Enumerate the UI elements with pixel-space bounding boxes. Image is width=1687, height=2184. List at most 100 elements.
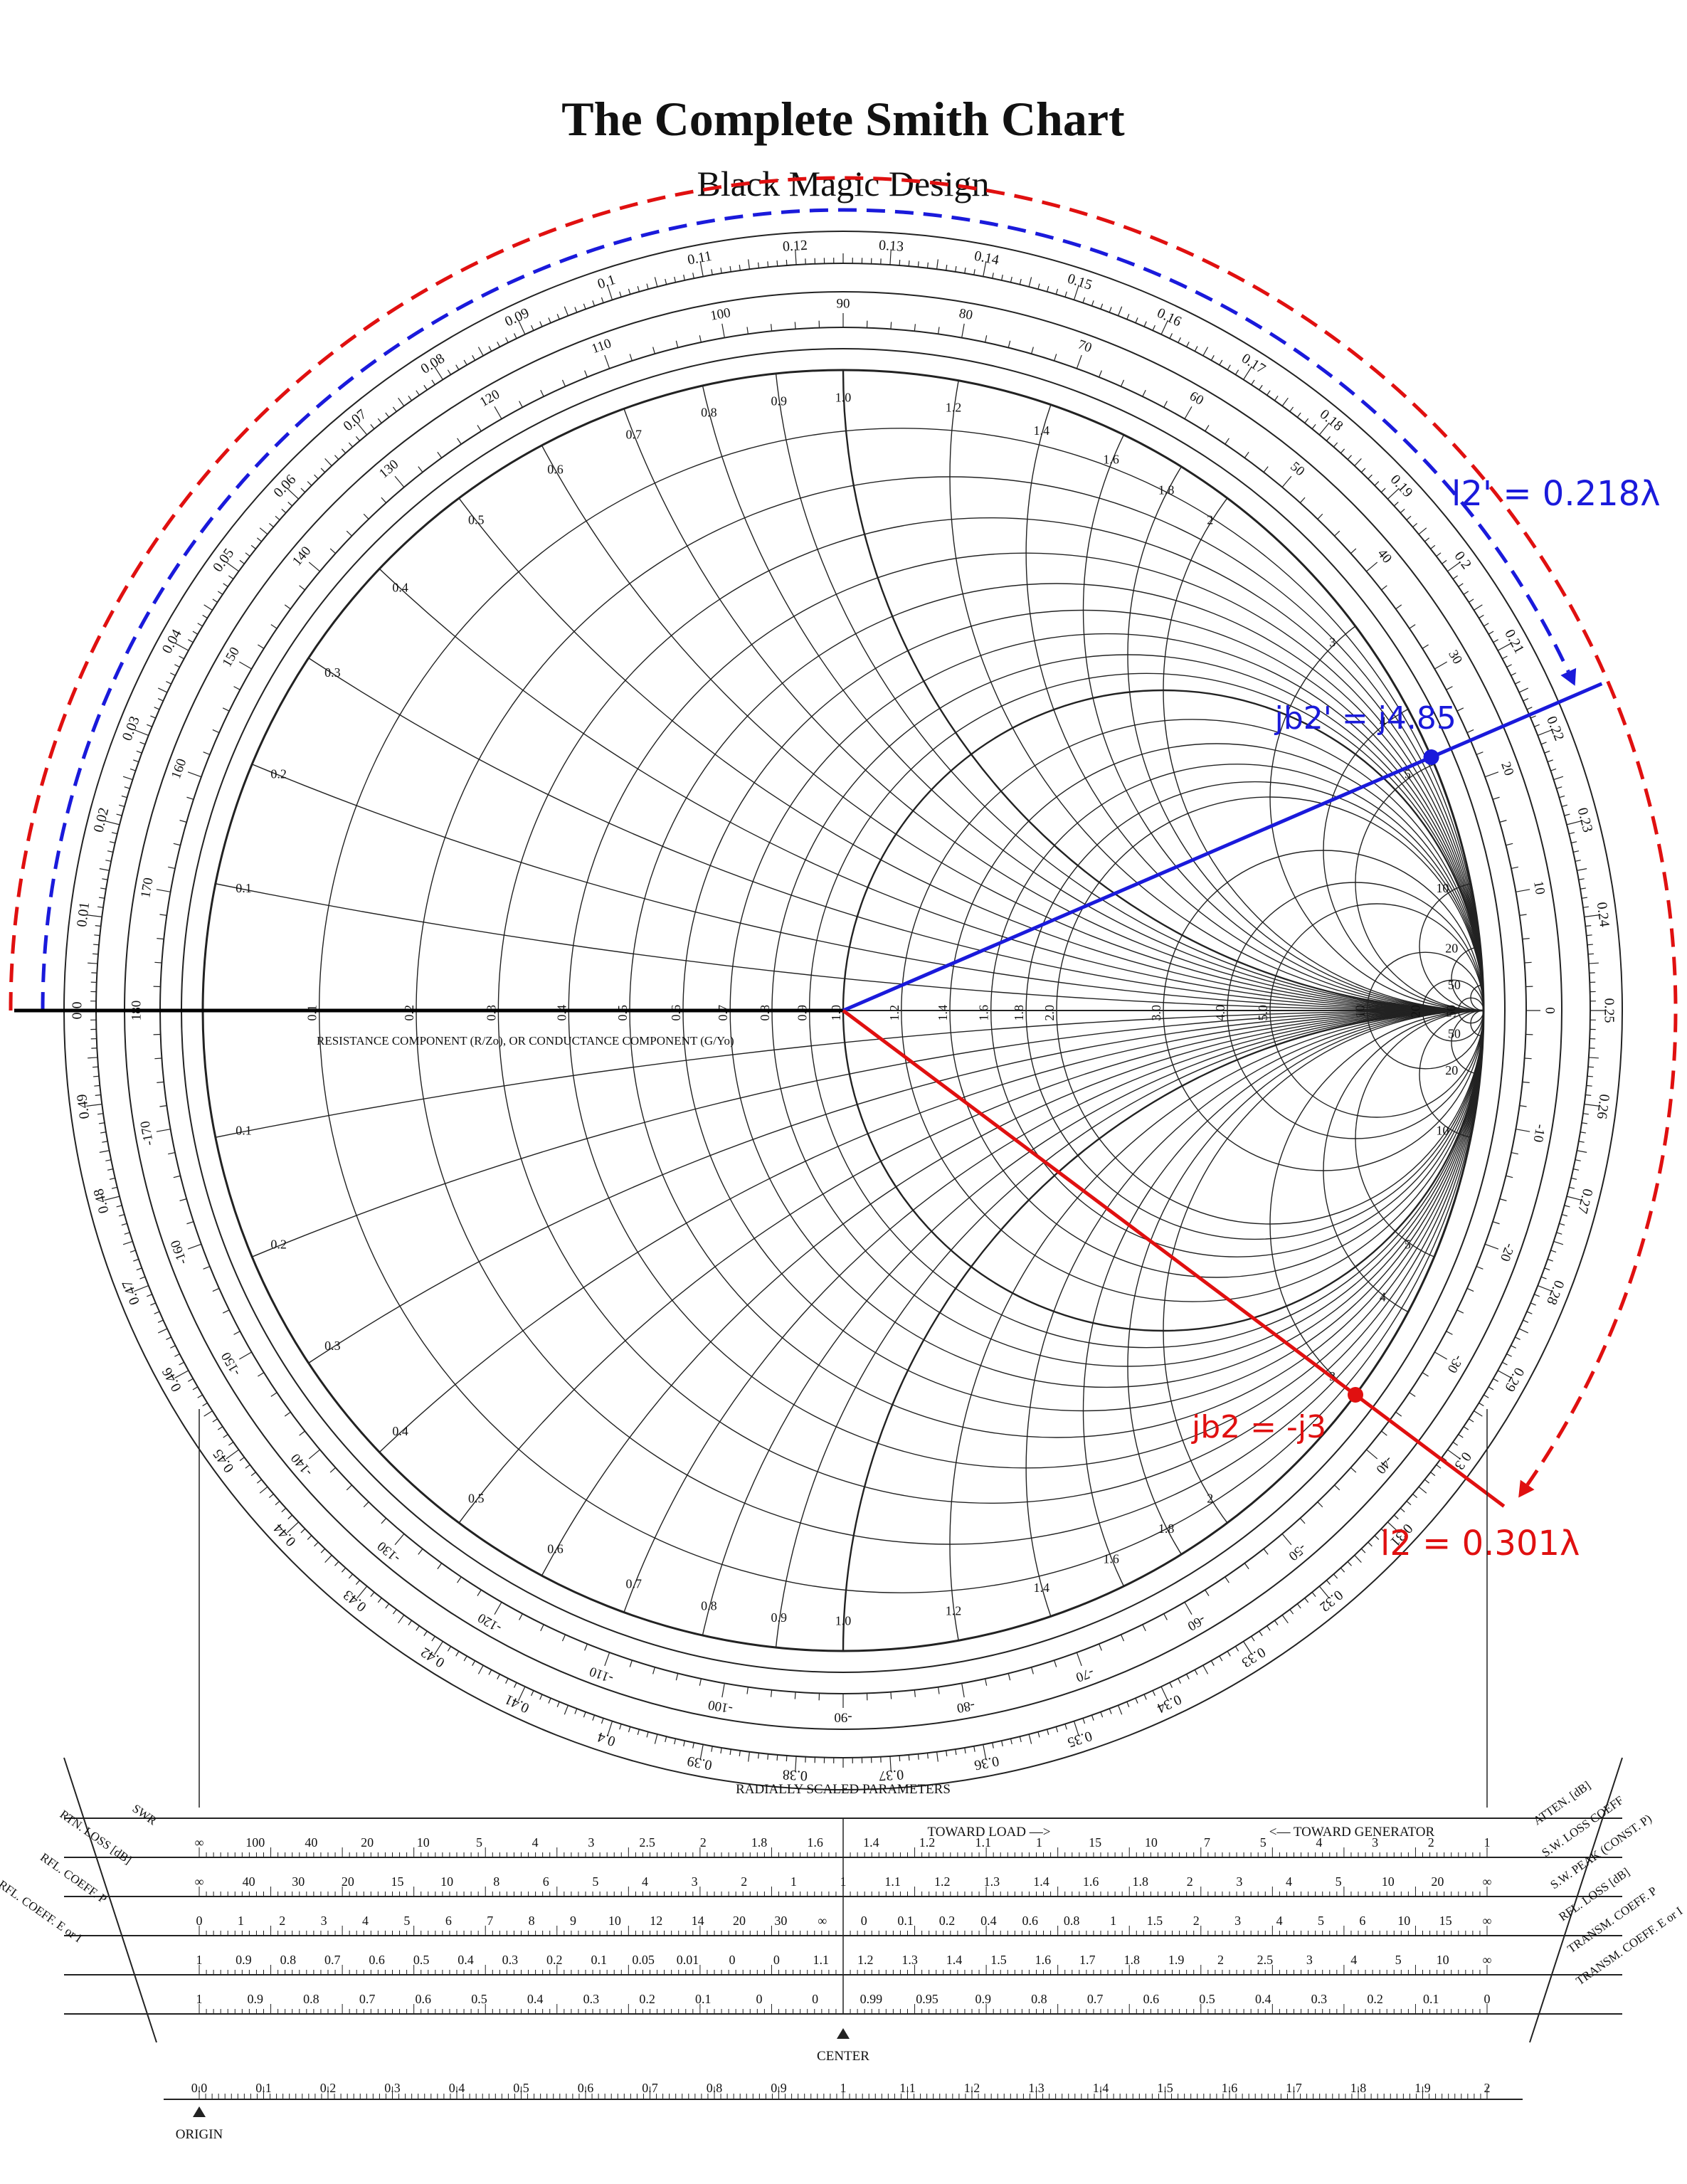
wavelength-tick xyxy=(356,422,368,436)
angle-label: -170 xyxy=(138,1119,157,1146)
scale-value: 0.05 xyxy=(632,1953,655,1967)
wavelength-tick xyxy=(1564,813,1570,816)
blue-length-label: l2' = 0.218λ xyxy=(1451,474,1661,514)
scale-value: 0.5 xyxy=(413,1953,430,1967)
resistance-circle xyxy=(1269,903,1484,1118)
blue-susceptance-label: jb2' = j4.85 xyxy=(1274,700,1456,737)
reactance-label: 1.4 xyxy=(1034,423,1050,438)
wavelength-tick xyxy=(607,285,613,300)
reactance-circle xyxy=(1470,1010,1484,1037)
wavelength-tick xyxy=(1526,1311,1533,1314)
wavelength-label: 0.38 xyxy=(782,1766,808,1783)
scale-value: 4 xyxy=(1276,1914,1283,1928)
wavelength-tick xyxy=(1493,639,1498,643)
wavelength-label: 0.28 xyxy=(1543,1278,1567,1307)
reactance-label: 10 xyxy=(1436,881,1449,895)
wavelength-tick xyxy=(98,897,105,899)
reactance-label: 1.8 xyxy=(1158,1521,1175,1536)
angle-tick xyxy=(1434,1351,1448,1360)
wavelength-tick xyxy=(109,841,115,844)
wavelength-tick xyxy=(1479,614,1484,619)
wavelength-tick xyxy=(268,522,274,528)
wavelength-tick xyxy=(202,1402,208,1407)
wavelength-tick xyxy=(1400,508,1405,514)
scale-value: 0.6 xyxy=(1022,1914,1038,1928)
wavelength-tick xyxy=(513,333,517,339)
reactance-label: 1.0 xyxy=(835,1614,852,1628)
wavelength-tick xyxy=(1430,544,1436,549)
wavelength-tick xyxy=(992,273,994,279)
wavelength-tick xyxy=(134,1284,149,1292)
scale-value: 10 xyxy=(1437,1953,1449,1967)
wavelength-tick xyxy=(217,591,223,595)
wavelength-tick xyxy=(1194,1669,1198,1675)
wavelength-tick xyxy=(166,680,171,685)
wavelength-tick xyxy=(1028,1734,1032,1744)
wavelength-tick xyxy=(463,1655,467,1662)
wavelength-label: 0.47 xyxy=(120,1278,143,1307)
angle-tick xyxy=(1076,1652,1082,1667)
wavelength-tick xyxy=(197,1394,203,1398)
wavelength-tick xyxy=(488,346,492,352)
wavelength-tick xyxy=(314,1541,319,1547)
wavelength-tick xyxy=(124,786,130,789)
wavelength-tick xyxy=(1082,297,1086,303)
wavelength-tick xyxy=(88,962,98,964)
wavelength-tick xyxy=(1028,277,1032,287)
reactance-label: 1.2 xyxy=(946,1604,962,1618)
angle-tick xyxy=(629,1660,633,1667)
wavelength-tick xyxy=(505,1678,509,1684)
wavelength-label: 0.13 xyxy=(878,238,904,255)
wavelength-tick xyxy=(1580,1131,1587,1134)
scale-value: 0.7 xyxy=(1087,1992,1104,2006)
angle-label: 0 xyxy=(1543,1007,1558,1014)
angle-label: 20 xyxy=(1498,760,1516,778)
reactance-label: 0.5 xyxy=(468,513,485,527)
angle-tick xyxy=(519,401,523,408)
wavelength-tick xyxy=(1333,442,1338,448)
wavelength-tick xyxy=(889,249,892,265)
wavelength-tick xyxy=(431,1636,435,1642)
wavelength-tick xyxy=(119,804,125,807)
wavelength-tick xyxy=(1202,347,1209,357)
scale-value: 1.3 xyxy=(984,1874,1000,1889)
scale-value: 0.4 xyxy=(1255,1992,1271,2006)
wavelength-label: 0.09 xyxy=(502,305,532,330)
reactance-circle xyxy=(1082,1010,1484,1651)
wavelength-tick xyxy=(355,436,361,441)
angle-tick xyxy=(222,1309,230,1314)
reactance-circle xyxy=(1419,882,1484,1011)
wavelength-tick xyxy=(134,729,149,737)
wavelength-tick xyxy=(539,1694,543,1700)
wavelength-tick xyxy=(1506,664,1512,668)
wavelength-tick xyxy=(1538,1284,1553,1292)
angle-tick xyxy=(159,914,167,916)
origin-marker xyxy=(193,2106,206,2117)
scale-value: 20 xyxy=(733,1914,746,1928)
angle-label: 80 xyxy=(958,306,973,323)
scale-value: 40 xyxy=(243,1874,255,1889)
wavelength-tick xyxy=(1210,1660,1215,1666)
wavelength-tick xyxy=(1100,303,1104,310)
reactance-circle xyxy=(842,1009,1484,1651)
resistance-label: 1.0 xyxy=(829,1005,843,1021)
wavelength-label: 0.32 xyxy=(1317,1587,1346,1615)
angle-tick xyxy=(346,530,352,537)
outer-scale-rings: 0.00.010.020.030.040.050.060.070.080.090… xyxy=(63,231,1623,1790)
resistance-label: 0.2 xyxy=(402,1005,416,1021)
wavelength-tick xyxy=(926,1753,929,1759)
reactance-circle xyxy=(1163,1010,1484,1651)
scale-value: 2 xyxy=(1187,1874,1193,1889)
wavelength-tick xyxy=(1393,1514,1399,1519)
wavelength-tick xyxy=(1406,515,1412,521)
wavelength-tick xyxy=(946,1750,948,1756)
wavelength-tick xyxy=(1019,278,1022,285)
wavelength-tick xyxy=(505,337,509,343)
wavelength-tick xyxy=(1266,1625,1271,1631)
scale-value: 0.8 xyxy=(1031,1992,1047,2006)
wavelength-label: 0.37 xyxy=(878,1766,904,1783)
wavelength-label: 0.14 xyxy=(973,248,1000,268)
wavelength-tick xyxy=(1055,1726,1059,1733)
angle-tick xyxy=(1456,707,1464,712)
scale-value: 1.2 xyxy=(857,1953,874,1967)
